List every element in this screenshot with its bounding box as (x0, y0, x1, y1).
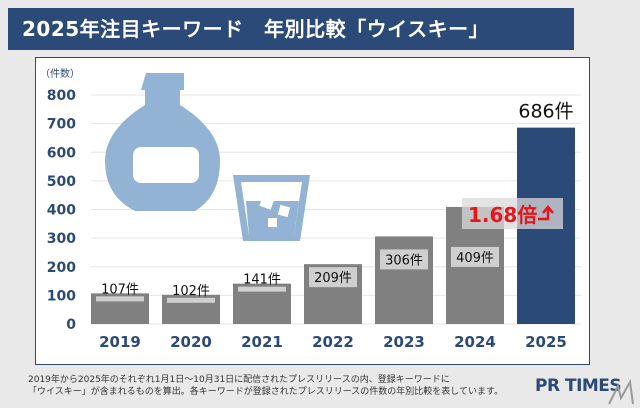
x-tick-label: 2021 (241, 333, 283, 351)
ice-cube (277, 204, 291, 218)
bottle-label (133, 147, 199, 183)
y-tick-label: 600 (47, 145, 76, 161)
data-label-box (451, 246, 499, 267)
data-label-box (380, 249, 428, 270)
x-tick-label: 2022 (312, 333, 354, 351)
y-axis-label: （件数） (40, 67, 80, 80)
data-label: 409件 (456, 251, 494, 266)
up-arrow-icon (538, 205, 554, 221)
y-tick-label: 100 (47, 288, 76, 304)
data-label-box (96, 296, 144, 302)
data-label-box (309, 267, 357, 288)
whisky-glass-icon (233, 175, 310, 241)
y-tick-label: 800 (47, 88, 76, 104)
annotation-box (462, 198, 563, 229)
data-label-box (167, 297, 215, 303)
growth-annotation: 1.68倍 (468, 203, 537, 227)
x-tick-label: 2020 (170, 333, 212, 351)
y-tick-label: 0 (66, 317, 76, 333)
footnote-line: 「ウイスキー」が含まれるものを算出。各キーワードが登録されたプレスリリースの件数… (28, 387, 504, 397)
page-title: 2025年注目キーワード 年別比較「ウイスキー」 (8, 8, 574, 50)
chart-panel: 0 100 200 300 400 500 600 700 800 （件数） 2019 107件 202… (35, 57, 590, 365)
pr-times-logo: PR TIMES (535, 376, 622, 396)
data-label: 102件 (172, 284, 210, 299)
whisky-bottle-icon (105, 73, 220, 211)
ice-cube (259, 194, 275, 210)
bottle-body (105, 73, 220, 211)
data-label-box (238, 286, 286, 292)
watermark-logo-icon (608, 378, 634, 405)
footnote-line: 2019年から2025年のそれぞれ1月1日～10月31日に配信されたプレスリリー… (28, 375, 450, 385)
y-tick-label: 300 (47, 231, 76, 247)
y-tick-label: 500 (47, 174, 76, 190)
data-label: 107件 (101, 282, 139, 297)
x-tick-label: 2019 (99, 333, 141, 351)
ice-cube (268, 218, 277, 227)
data-label: 306件 (385, 253, 423, 268)
x-tick-label: 2024 (454, 333, 496, 351)
y-tick-label: 400 (47, 203, 76, 219)
x-tick-label: 2025 (525, 333, 567, 351)
data-label: 141件 (243, 273, 281, 288)
x-tick-label: 2023 (383, 333, 425, 351)
footnote: 2019年から2025年のそれぞれ1月1日～10月31日に配信されたプレスリリー… (28, 374, 503, 398)
data-label: 209件 (314, 271, 352, 286)
y-tick-label: 200 (47, 260, 76, 276)
y-tick-label: 700 (47, 117, 76, 133)
data-label: 686件 (518, 101, 573, 123)
bar-chart: 0 100 200 300 400 500 600 700 800 （件数） 2019 107件 202… (40, 67, 581, 351)
